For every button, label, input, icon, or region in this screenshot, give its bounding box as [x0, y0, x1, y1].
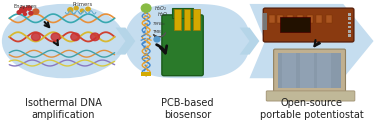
Text: Primers: Primers — [72, 2, 93, 7]
Circle shape — [71, 33, 80, 41]
Bar — [348, 34, 351, 37]
Bar — [316, 15, 322, 23]
Circle shape — [29, 11, 33, 15]
Bar — [194, 9, 200, 30]
Text: $H_2O_2$: $H_2O_2$ — [154, 4, 167, 13]
Circle shape — [26, 6, 31, 10]
Bar — [348, 26, 351, 28]
Circle shape — [17, 11, 21, 14]
FancyBboxPatch shape — [162, 15, 203, 76]
Polygon shape — [282, 53, 296, 88]
Circle shape — [31, 33, 40, 41]
Bar — [348, 17, 351, 20]
Bar — [348, 30, 351, 33]
Text: TMB: TMB — [152, 30, 161, 35]
Polygon shape — [249, 4, 373, 78]
Circle shape — [20, 7, 26, 13]
Bar — [278, 53, 341, 88]
Circle shape — [74, 6, 78, 10]
Bar — [297, 15, 303, 23]
Bar — [277, 15, 283, 23]
Circle shape — [154, 37, 160, 42]
Circle shape — [51, 33, 60, 41]
Text: PCB-based
biosensor: PCB-based biosensor — [161, 98, 214, 120]
Polygon shape — [318, 53, 331, 88]
Circle shape — [81, 9, 84, 12]
Circle shape — [141, 4, 151, 12]
Bar — [307, 15, 313, 23]
Polygon shape — [240, 28, 259, 55]
Circle shape — [86, 7, 90, 11]
FancyBboxPatch shape — [266, 91, 355, 101]
Bar — [287, 15, 293, 23]
Circle shape — [23, 13, 26, 15]
Bar — [269, 15, 275, 23]
FancyBboxPatch shape — [274, 49, 345, 92]
Text: $H_2O$: $H_2O$ — [157, 10, 169, 19]
Ellipse shape — [2, 4, 125, 78]
Text: Isothermal DNA
amplification: Isothermal DNA amplification — [25, 98, 102, 120]
Bar — [348, 22, 351, 24]
Text: $TMB_{ox}$: $TMB_{ox}$ — [152, 20, 166, 28]
Circle shape — [90, 33, 99, 41]
Polygon shape — [300, 53, 313, 88]
Bar — [280, 17, 310, 32]
Bar — [174, 9, 181, 30]
FancyBboxPatch shape — [263, 8, 354, 42]
Polygon shape — [124, 4, 251, 78]
Text: Open-source
portable potentiostat: Open-source portable potentiostat — [260, 98, 363, 120]
Bar — [172, 8, 194, 18]
Bar — [326, 15, 332, 23]
Circle shape — [33, 9, 39, 14]
Polygon shape — [116, 28, 135, 55]
Text: Enzymes: Enzymes — [13, 4, 37, 9]
Bar — [348, 13, 351, 16]
Bar — [263, 13, 267, 30]
Bar — [141, 72, 151, 76]
Circle shape — [68, 8, 73, 12]
Bar — [184, 9, 191, 30]
